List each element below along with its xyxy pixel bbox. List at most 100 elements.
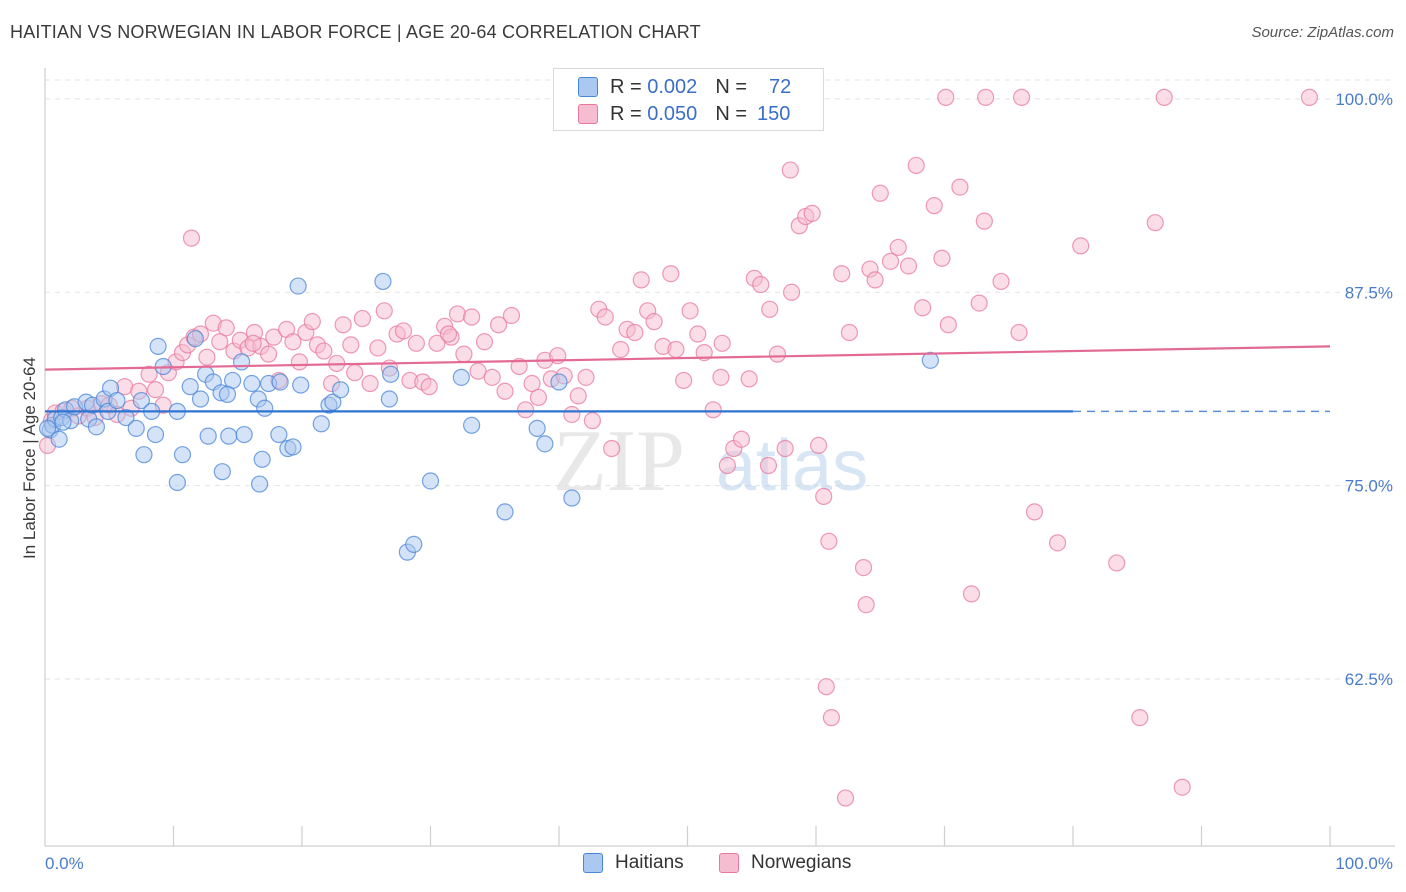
data-point xyxy=(550,373,568,391)
data-point xyxy=(899,257,918,275)
data-point xyxy=(259,345,278,363)
data-point xyxy=(324,393,342,411)
data-point xyxy=(889,238,907,257)
data-point xyxy=(270,425,288,444)
data-point xyxy=(840,323,859,342)
legend-item-haitians: Haitians xyxy=(583,852,684,874)
legend-r-label: R = xyxy=(610,102,642,125)
data-point xyxy=(992,272,1010,291)
legend-n-value-haitians: 72 xyxy=(769,75,792,98)
data-point xyxy=(866,271,884,289)
data-point xyxy=(1108,554,1126,572)
chart-title: HAITIAN VS NORWEGIAN IN LABOR FORCE | AG… xyxy=(10,22,701,42)
data-point xyxy=(689,325,707,343)
data-point xyxy=(1131,709,1149,727)
data-point xyxy=(117,408,135,427)
data-point xyxy=(233,353,251,371)
data-point xyxy=(970,294,988,312)
data-point xyxy=(132,391,150,410)
data-point xyxy=(718,456,736,475)
data-point xyxy=(284,333,302,351)
data-point xyxy=(199,427,217,445)
data-point xyxy=(662,265,680,283)
data-point xyxy=(342,336,360,354)
axes xyxy=(44,68,1395,847)
data-point xyxy=(181,378,199,396)
legend-item-norwegians: Norwegians xyxy=(719,852,851,874)
data-point xyxy=(510,357,528,376)
data-point xyxy=(198,348,216,366)
data-point xyxy=(127,419,145,437)
data-point xyxy=(626,323,644,342)
data-point xyxy=(334,316,352,334)
data-point xyxy=(815,487,833,506)
data-point xyxy=(428,334,446,352)
data-point xyxy=(87,418,106,436)
data-point xyxy=(108,391,126,410)
data-point xyxy=(502,306,521,325)
data-point xyxy=(346,364,364,382)
data-point xyxy=(675,371,693,390)
data-point xyxy=(211,333,229,351)
data-point xyxy=(315,342,333,360)
data-point xyxy=(146,381,165,399)
data-point xyxy=(331,381,350,399)
data-point xyxy=(452,368,470,386)
norwegian-swatch xyxy=(578,104,598,124)
norwegian-trend-line xyxy=(44,345,1331,371)
source-label: Source: ZipAtlas.com xyxy=(1251,24,1394,41)
data-point xyxy=(243,374,261,393)
data-point xyxy=(759,456,778,475)
data-point xyxy=(529,388,548,407)
data-point xyxy=(220,427,238,445)
legend-n-label: N = xyxy=(715,102,747,125)
x-tick-label: 100.0% xyxy=(1335,854,1393,873)
data-point xyxy=(421,472,440,490)
haitian-points xyxy=(38,272,939,561)
data-point xyxy=(1146,214,1164,232)
data-point xyxy=(925,197,943,215)
data-point xyxy=(914,299,932,317)
data-point xyxy=(463,308,481,326)
legend-r-label: R = xyxy=(610,75,642,98)
data-point xyxy=(375,302,393,320)
haitian-swatch xyxy=(578,77,598,97)
data-point xyxy=(781,161,799,179)
data-point xyxy=(583,412,602,430)
data-point xyxy=(405,535,423,553)
data-point xyxy=(380,390,398,408)
data-point xyxy=(213,463,231,481)
data-point xyxy=(516,401,535,419)
tick-labels: 62.5% 75.0% 87.5% 100.0% 0.0% 100.0% xyxy=(45,90,1393,873)
data-point xyxy=(483,368,501,386)
data-point xyxy=(761,300,779,318)
data-point xyxy=(612,340,630,359)
data-point xyxy=(857,596,875,614)
data-point xyxy=(833,265,851,283)
legend-label-haitians: Haitians xyxy=(615,852,684,873)
data-point xyxy=(463,416,481,434)
data-point xyxy=(569,387,587,405)
legend-row-norwegians: R = 0.050 N = 150 xyxy=(578,101,790,127)
data-point xyxy=(353,309,371,328)
data-point xyxy=(448,305,467,323)
data-point xyxy=(752,275,770,294)
y-axis-label: In Labor Force | Age 20-64 xyxy=(20,357,39,559)
data-point xyxy=(475,333,494,351)
data-point xyxy=(420,378,438,396)
data-point xyxy=(50,430,68,448)
data-point xyxy=(596,308,614,326)
data-point xyxy=(140,365,158,383)
data-point xyxy=(962,585,981,603)
data-point xyxy=(382,365,400,383)
data-point xyxy=(1173,778,1191,796)
data-point xyxy=(496,503,514,521)
data-point xyxy=(820,532,838,550)
data-point xyxy=(292,376,310,394)
norwegian-points xyxy=(38,88,1319,807)
data-point xyxy=(921,351,939,369)
data-point xyxy=(303,313,321,331)
data-point xyxy=(704,401,722,419)
data-point xyxy=(768,345,787,363)
data-point xyxy=(253,450,271,468)
